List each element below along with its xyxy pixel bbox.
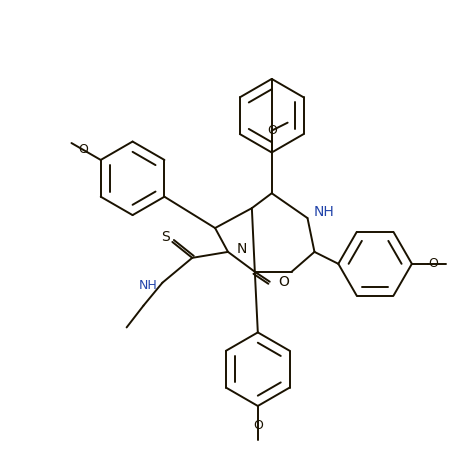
Text: N: N <box>237 242 247 256</box>
Text: O: O <box>78 144 88 157</box>
Text: S: S <box>161 230 169 244</box>
Text: O: O <box>266 124 276 137</box>
Text: O: O <box>427 257 437 270</box>
Text: NH: NH <box>313 205 334 219</box>
Text: O: O <box>253 419 262 432</box>
Text: NH: NH <box>139 279 157 292</box>
Text: O: O <box>278 275 289 289</box>
